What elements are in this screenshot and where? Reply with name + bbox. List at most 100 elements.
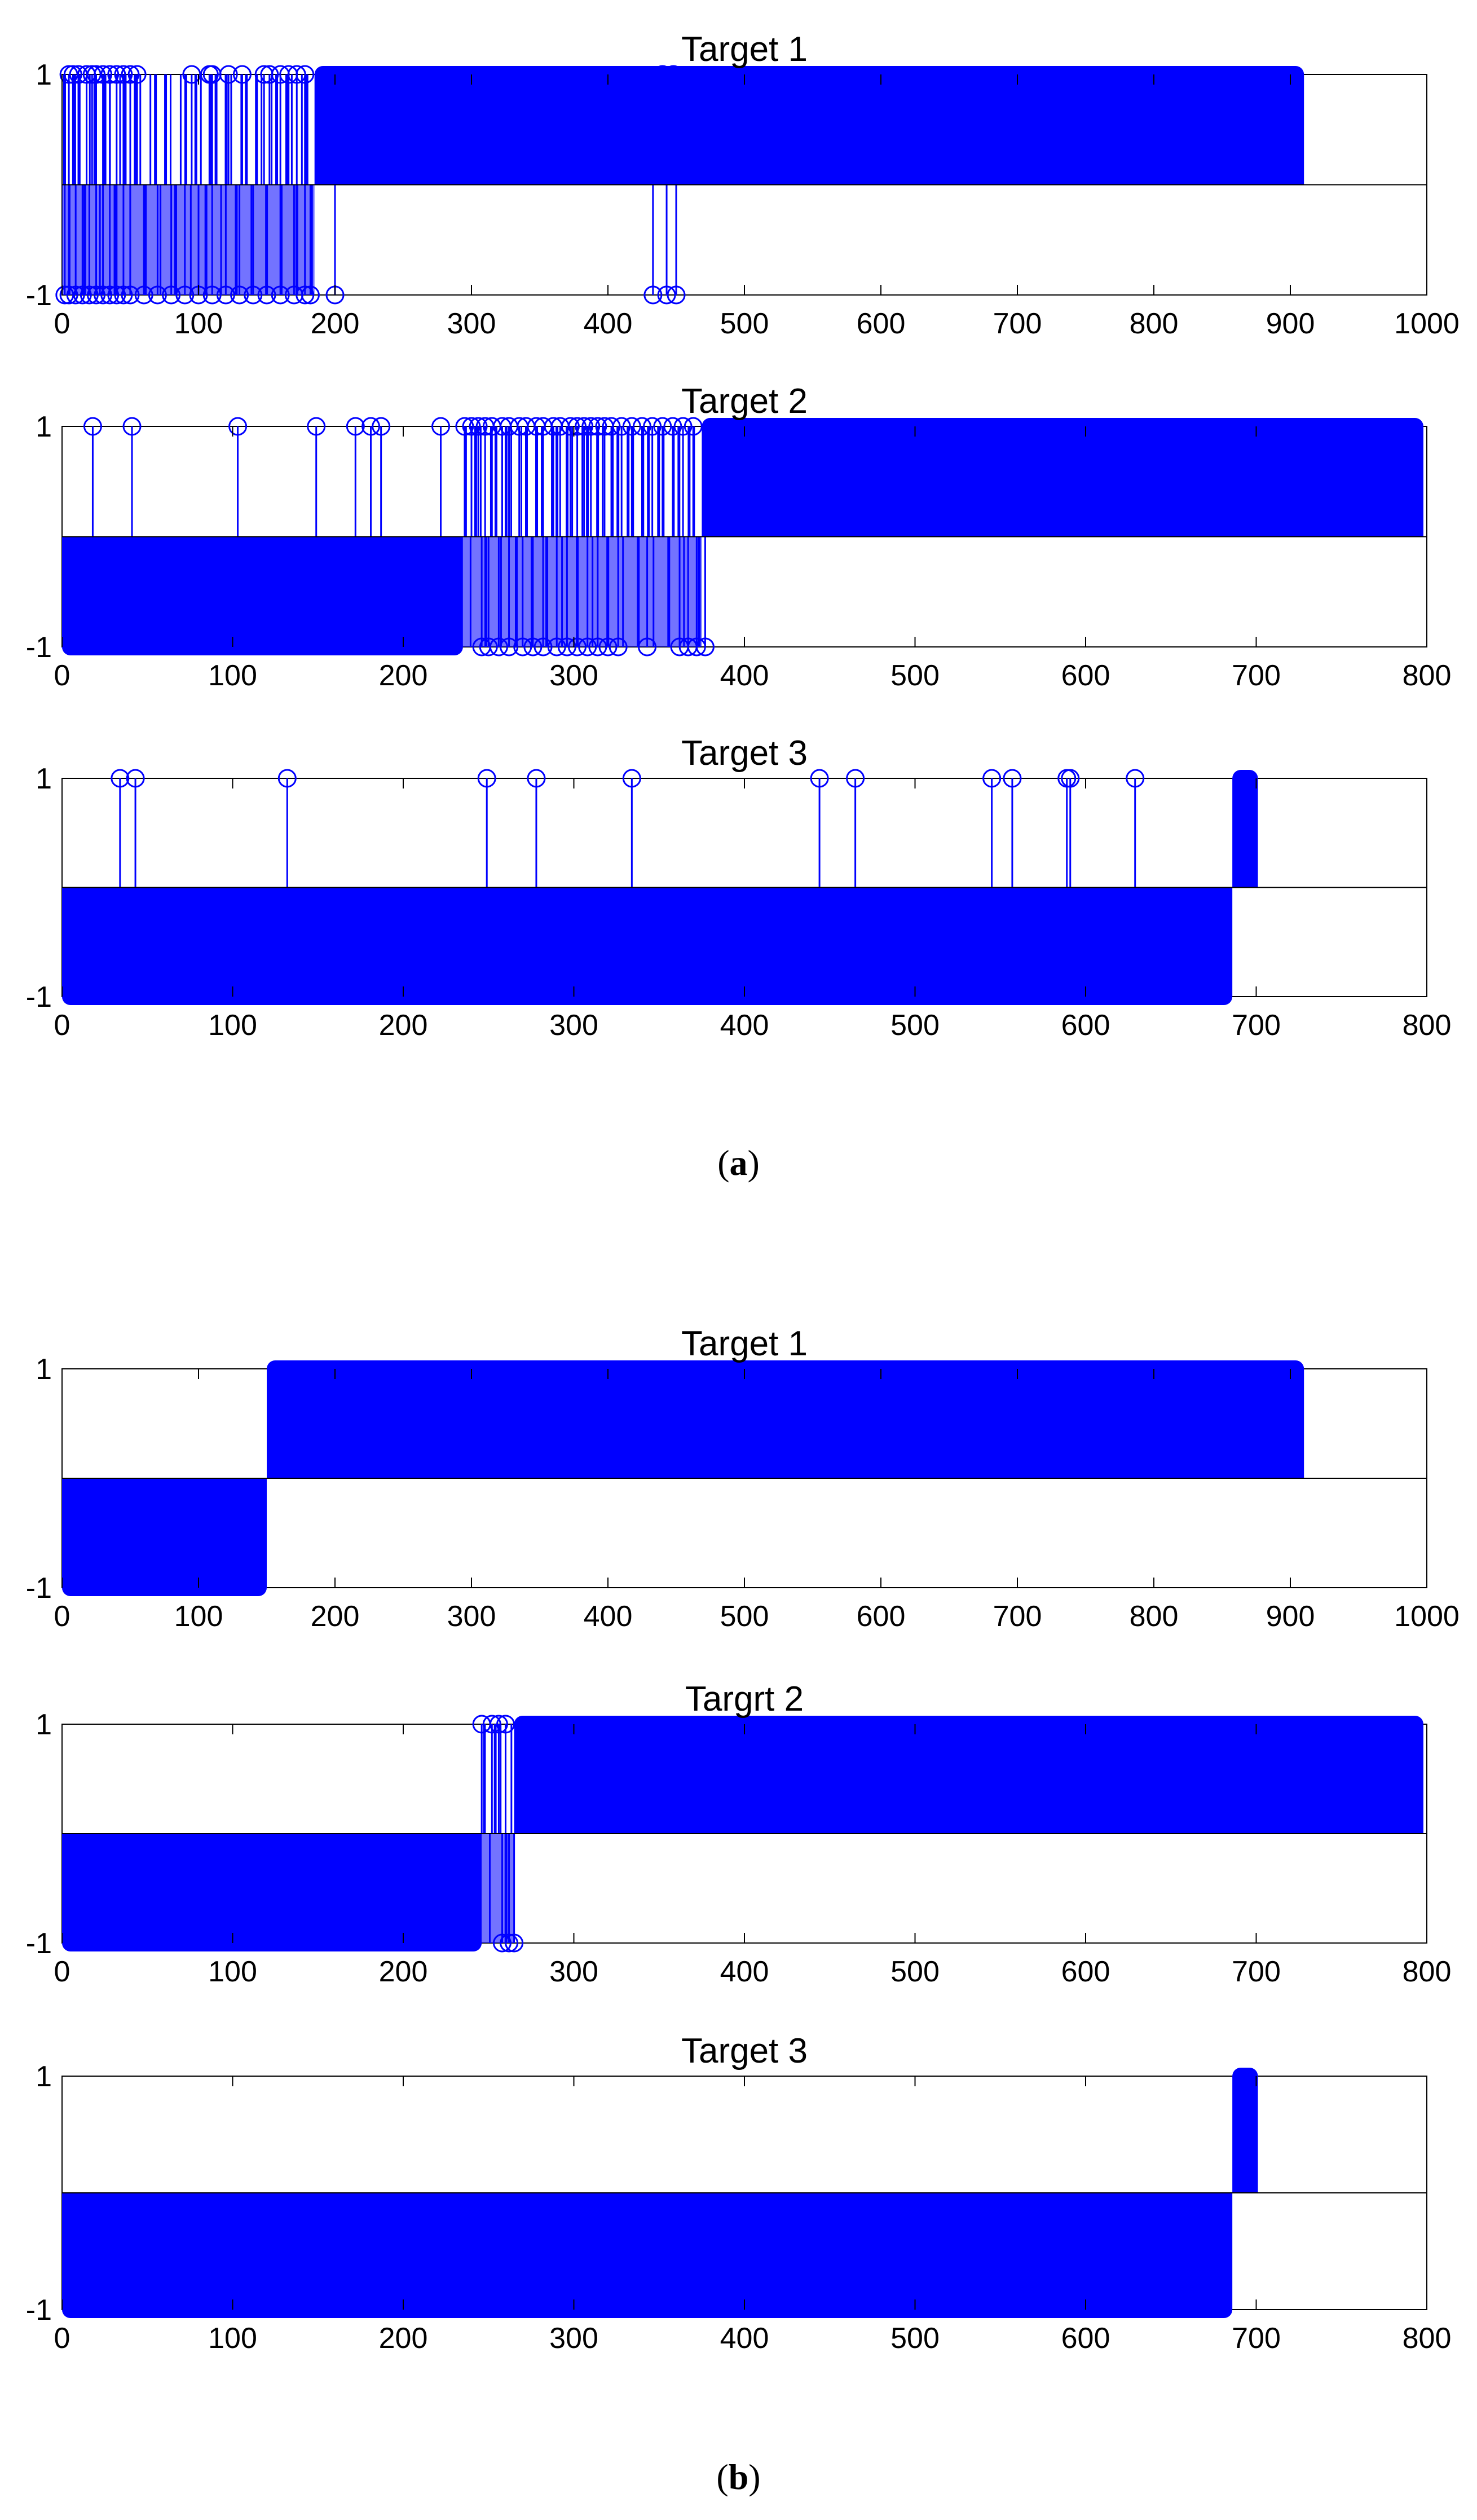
stem-up-marker <box>664 65 683 84</box>
x-tick-label: 200 <box>379 1955 428 1988</box>
stem-up-marker <box>663 417 682 436</box>
stem-up-marker <box>633 417 651 436</box>
stem-run-down <box>62 536 463 647</box>
stem-down-marker <box>134 285 153 305</box>
x-tick-label: 300 <box>549 1009 598 1042</box>
x-tick-label: 0 <box>54 2322 70 2355</box>
stem-up-marker <box>482 1715 501 1734</box>
x-tick-label: 400 <box>584 307 633 340</box>
x-tick-label: 500 <box>890 2322 940 2355</box>
stem-down-marker <box>643 285 663 305</box>
stem-up-marker <box>94 65 113 84</box>
stem-up-marker <box>462 417 481 436</box>
marker-run-down <box>62 1935 482 1951</box>
stem-down-marker <box>523 637 543 657</box>
x-tick-label: 700 <box>1232 2322 1281 2355</box>
stem-down-marker <box>489 637 508 657</box>
marker-run-up <box>514 1716 1423 1733</box>
stem-down-marker <box>588 637 607 657</box>
stem-up-marker <box>612 417 631 436</box>
stem-down-marker <box>230 285 249 305</box>
stem-up-marker <box>982 769 1002 788</box>
marker-run-down <box>62 1579 267 1596</box>
marker-run-up <box>702 418 1423 435</box>
stem-up-marker <box>1003 769 1022 788</box>
marker-run-down <box>62 638 463 655</box>
x-tick-label: 500 <box>890 1955 940 1988</box>
stem-up-marker <box>602 417 621 436</box>
stem-down-marker <box>73 285 92 305</box>
x-tick-label: 400 <box>584 1600 633 1633</box>
stem-down-marker <box>500 637 519 657</box>
stem-up-marker <box>1061 769 1080 788</box>
chart-title: Target 1 <box>681 1324 808 1363</box>
stem-down-marker <box>296 285 315 305</box>
chart-a-1: 0 100 200 300 400 500 600 700 800 900 1000 1 -1 Targe… <box>26 30 1460 340</box>
x-tick-label: 200 <box>311 307 360 340</box>
stem-run-up <box>267 1369 1304 1478</box>
stem-down-marker <box>114 285 133 305</box>
stem-up-marker <box>277 769 297 788</box>
marker-run-up <box>1232 2068 1258 2085</box>
x-tick-label: 300 <box>549 2322 598 2355</box>
y-tick-label: 1 <box>36 411 52 443</box>
stem-run-up <box>1232 2076 1258 2193</box>
stem-up-marker <box>496 1715 515 1734</box>
x-tick-label: 100 <box>174 1600 223 1633</box>
x-tick-label: 200 <box>379 2322 428 2355</box>
chart-title: Target 3 <box>681 734 808 773</box>
stem-up-marker <box>361 417 381 436</box>
marker-run-down <box>62 988 1233 1005</box>
x-tick-label: 100 <box>208 1955 257 1988</box>
x-tick-label: 400 <box>720 2322 769 2355</box>
stem-down-marker <box>598 637 618 657</box>
x-tick-label: 600 <box>1061 659 1110 692</box>
stem-down-marker <box>547 637 566 657</box>
stem-up-marker <box>455 417 474 436</box>
stem-up-marker <box>260 65 279 84</box>
stem-up-marker <box>122 417 142 436</box>
stem-run-up <box>702 426 1423 537</box>
stem-up-marker <box>228 417 248 436</box>
y-tick-label: 1 <box>36 2060 52 2093</box>
chart-b-2: 0 100 200 300 400 500 600 700 800 1 -1 Targrt 2 <box>26 1680 1452 1988</box>
stem-up-marker <box>477 769 496 788</box>
x-tick-label: 200 <box>379 1009 428 1042</box>
y-tick-label: 1 <box>36 763 52 795</box>
stem-up-marker <box>346 417 365 436</box>
stem-down-marker <box>244 285 263 305</box>
x-tick-label: 800 <box>1403 2322 1452 2355</box>
stem-run-down <box>62 2193 1233 2310</box>
x-tick-label: 200 <box>311 1600 360 1633</box>
chart-a-2: 0 100 200 300 400 500 600 700 800 1 -1 Target 2 <box>26 382 1452 692</box>
x-tick-label: 500 <box>890 1009 940 1042</box>
x-tick-label: 100 <box>174 307 223 340</box>
y-tick-label: -1 <box>26 631 52 664</box>
stem-down-marker <box>271 285 290 305</box>
y-tick-label: -1 <box>26 1572 52 1605</box>
y-tick-label: 1 <box>36 59 52 91</box>
marker-run-up <box>1232 770 1258 787</box>
x-tick-label: 400 <box>720 659 769 692</box>
stem-down-marker <box>80 285 99 305</box>
x-tick-label: 700 <box>993 307 1042 340</box>
stem-up-marker <box>561 417 580 436</box>
stem-up-marker <box>126 769 145 788</box>
stem-up-marker <box>653 417 672 436</box>
x-tick-label: 800 <box>1403 659 1452 692</box>
stem-up-marker <box>581 417 601 436</box>
stem-up-marker <box>684 417 703 436</box>
x-tick-label: 700 <box>1232 1009 1281 1042</box>
stem-up-marker <box>568 417 587 436</box>
stem-up-marker <box>622 769 641 788</box>
stem-down-marker <box>87 285 105 305</box>
x-tick-label: 300 <box>549 659 598 692</box>
stem-up-marker <box>527 769 546 788</box>
chart-a-3: 0 100 200 300 400 500 600 700 800 1 -1 Target 3 <box>26 734 1452 1042</box>
stem-run-down <box>62 1834 482 1943</box>
x-tick-label: 600 <box>1061 1955 1110 1988</box>
x-tick-label: 0 <box>54 659 70 692</box>
stem-down-marker <box>695 637 715 657</box>
stem-up-marker <box>1126 769 1145 788</box>
x-tick-label: 300 <box>447 307 496 340</box>
